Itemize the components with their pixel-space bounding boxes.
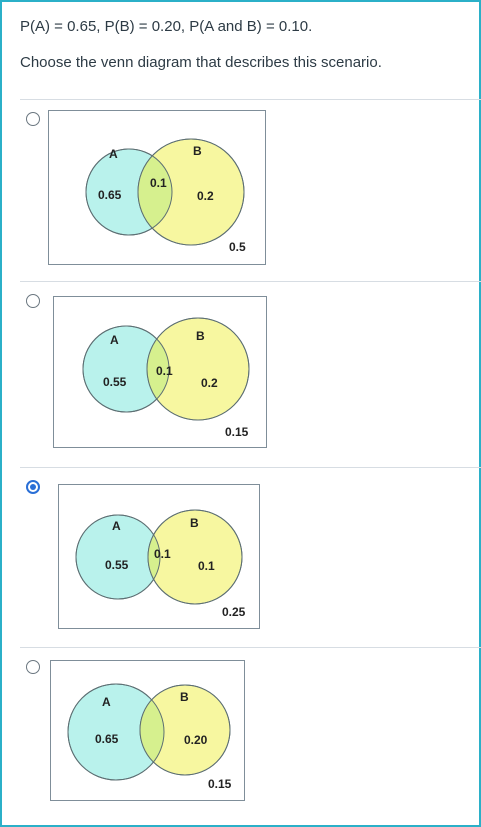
label-a: A <box>110 333 119 347</box>
label-b: B <box>180 690 189 704</box>
label-b: B <box>193 144 202 158</box>
radio-option-3[interactable] <box>26 480 40 494</box>
value-overlap: 0.1 <box>154 547 171 561</box>
value-only-b: 0.1 <box>198 559 215 573</box>
venn-diagram-2: A B 0.55 0.1 0.2 0.15 <box>53 296 267 448</box>
radio-option-2[interactable] <box>26 294 40 308</box>
value-only-b: 0.20 <box>184 733 208 747</box>
value-outside: 0.15 <box>208 777 232 791</box>
radio-option-1[interactable] <box>26 112 40 126</box>
label-a: A <box>102 695 111 709</box>
value-only-a: 0.65 <box>95 732 119 746</box>
value-outside: 0.25 <box>222 605 246 619</box>
answer-option-3[interactable]: A B 0.55 0.1 0.1 0.25 <box>20 467 481 647</box>
question-text: P(A) = 0.65, P(B) = 0.20, P(A and B) = 0… <box>20 18 313 35</box>
value-outside: 0.5 <box>229 240 246 254</box>
value-only-b: 0.2 <box>197 189 214 203</box>
label-a: A <box>109 147 118 161</box>
label-b: B <box>196 329 205 343</box>
label-a: A <box>112 519 121 533</box>
question-prompt: Choose the venn diagram that describes t… <box>20 54 382 71</box>
venn-diagram-3: A B 0.55 0.1 0.1 0.25 <box>58 484 260 629</box>
answer-option-2[interactable]: A B 0.55 0.1 0.2 0.15 <box>20 281 481 467</box>
value-overlap: 0.1 <box>156 364 173 378</box>
value-only-a: 0.55 <box>105 558 129 572</box>
venn-diagram-4: A B 0.65 0.20 0.15 <box>50 660 245 801</box>
value-only-a: 0.55 <box>103 375 127 389</box>
answer-option-4[interactable]: A B 0.65 0.20 0.15 <box>20 647 481 827</box>
answer-option-1[interactable]: A B 0.65 0.1 0.2 0.5 <box>20 99 481 281</box>
value-only-b: 0.2 <box>201 376 218 390</box>
value-overlap: 0.1 <box>150 176 167 190</box>
label-b: B <box>190 516 199 530</box>
value-outside: 0.15 <box>225 425 249 439</box>
venn-diagram-1: A B 0.65 0.1 0.2 0.5 <box>48 110 266 265</box>
radio-option-4[interactable] <box>26 660 40 674</box>
value-only-a: 0.65 <box>98 188 122 202</box>
